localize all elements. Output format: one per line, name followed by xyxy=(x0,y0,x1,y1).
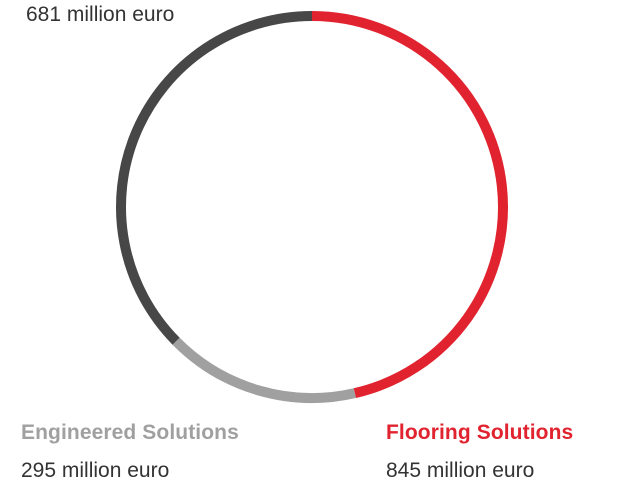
segment-label-flooring: Flooring Solutions 845 million euro xyxy=(386,421,573,483)
segment-value-top: 681 million euro xyxy=(26,3,175,26)
segment-value-engineered: 295 million euro xyxy=(21,459,170,482)
donut-ring xyxy=(116,11,508,403)
donut-slice-2 xyxy=(116,11,313,345)
donut-slice-0 xyxy=(311,11,508,399)
donut-slice-1 xyxy=(172,337,356,403)
segment-name-flooring: Flooring Solutions xyxy=(386,421,574,444)
segment-value-flooring: 845 million euro xyxy=(386,459,535,482)
segment-name-engineered: Engineered Solutions xyxy=(21,421,239,444)
segment-label-top: 681 million euro xyxy=(26,0,174,27)
segment-label-engineered: Engineered Solutions 295 million euro xyxy=(21,421,239,483)
